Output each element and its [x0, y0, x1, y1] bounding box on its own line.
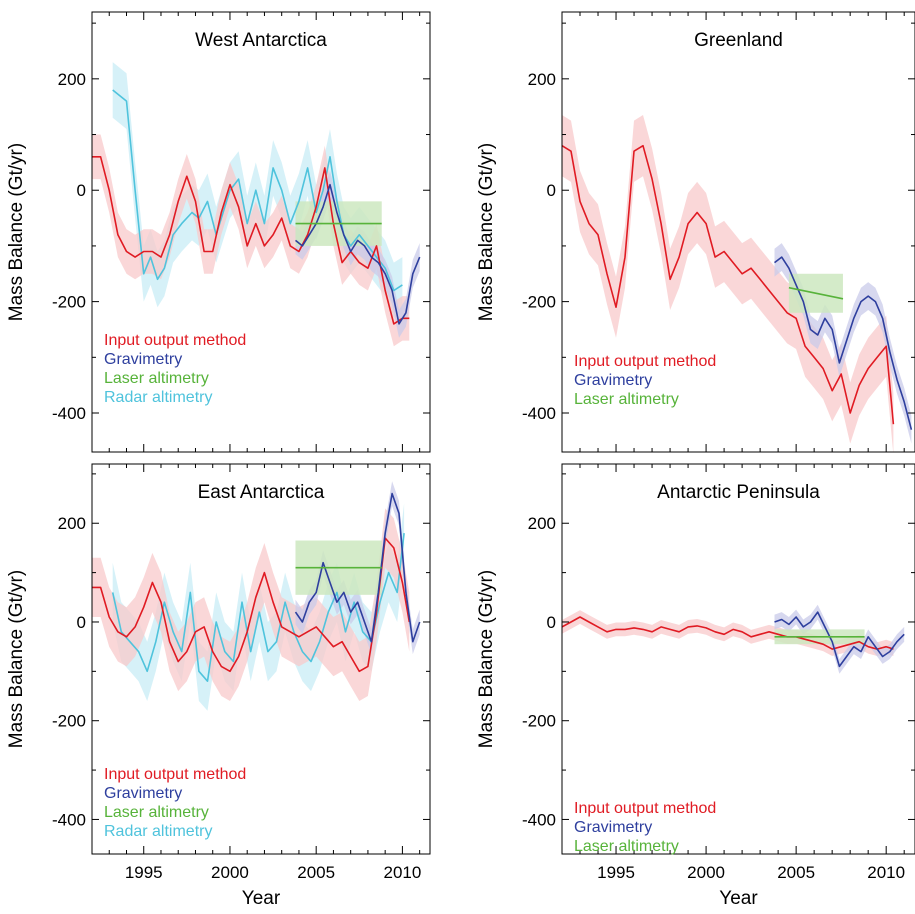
plot-area: [562, 115, 913, 452]
y-tick-label: -400: [52, 404, 86, 423]
x-tick-label: 2010: [867, 863, 905, 882]
y-axis-label: Mass Balance (Gt/yr): [6, 570, 27, 748]
gravimetry-line: [774, 611, 905, 668]
legend-radar-altimetry: Radar altimetry: [104, 389, 212, 406]
panel-greenland: 200 0 -200 -400 Mass Balance (Gt/yr) Greenlan…: [476, 11, 915, 453]
legend-gravimetry: Gravimetry: [574, 819, 652, 836]
panel-title: Greenland: [694, 30, 783, 51]
y-tick-label: 0: [77, 613, 86, 632]
legend-laser-altimetry: Laser altimetry: [104, 804, 209, 821]
legend-laser-altimetry: Laser altimetry: [104, 370, 209, 387]
y-axis-label: Mass Balance (Gt/yr): [6, 143, 27, 321]
plot-area: [92, 62, 421, 347]
y-tick-label: 200: [528, 514, 556, 533]
plot-frame: [561, 463, 915, 855]
legend-radar-altimetry: Radar altimetry: [104, 823, 212, 840]
gravimetry-uncertainty-band: [295, 170, 420, 338]
y-tick-label: 200: [58, 514, 86, 533]
x-tick-label: 2005: [777, 863, 815, 882]
panel-west-antarctica: 200 0 -200 -400 Mass Balance (Gt/yr) West Ant…: [6, 11, 431, 453]
x-tick-label: 1995: [125, 863, 163, 882]
x-tick-label: 2000: [687, 863, 725, 882]
plot-area: [92, 481, 421, 711]
legend-laser-altimetry: Laser altimetry: [574, 838, 679, 855]
y-tick-label: -200: [52, 712, 86, 731]
y-tick-label: -200: [522, 293, 556, 312]
y-tick-label: 0: [547, 181, 556, 200]
y-tick-label: -400: [52, 810, 86, 829]
panel-title: West Antarctica: [195, 30, 327, 51]
legend-laser-altimetry: Laser altimetry: [574, 391, 679, 408]
y-tick-label: -400: [522, 810, 556, 829]
y-tick-label: -200: [522, 712, 556, 731]
legend-input-output-method: Input output method: [574, 353, 716, 370]
input-output-method-line: [562, 616, 894, 650]
y-axis-label: Mass Balance (Gt/yr): [476, 143, 497, 321]
y-tick-label: 0: [77, 181, 86, 200]
y-tick-label: -400: [522, 404, 556, 423]
input-output-method-uncertainty-band: [92, 508, 410, 701]
input-output-method-line: [92, 156, 410, 325]
plot-frame: [91, 463, 431, 855]
gravimetry-uncertainty-band: [774, 604, 905, 674]
x-tick-label: 2005: [297, 863, 335, 882]
x-axis-label: Year: [719, 888, 758, 909]
legend-gravimetry: Gravimetry: [104, 351, 182, 368]
x-tick-label: 2000: [211, 863, 249, 882]
gravimetry-uncertainty-band: [774, 243, 912, 444]
plot-area: [562, 604, 905, 674]
legend-input-output-method: Input output method: [104, 332, 246, 349]
panel-title: East Antarctica: [198, 482, 325, 503]
y-tick-label: 200: [58, 70, 86, 89]
y-tick-label: 200: [528, 70, 556, 89]
gravimetry-line: [294, 492, 421, 643]
y-axis-label: Mass Balance (Gt/yr): [476, 570, 497, 748]
radar-altimetry-line: [112, 89, 403, 292]
input-output-method-line: [92, 537, 411, 673]
x-tick-label: 1995: [597, 863, 635, 882]
laser-altimetry-line: [788, 286, 844, 300]
radar-altimetry-uncertainty-band: [112, 62, 403, 319]
y-tick-label: -200: [52, 293, 86, 312]
x-axis-label: Year: [242, 888, 281, 909]
plot-frame: [561, 11, 915, 453]
gravimetry-uncertainty-band: [295, 481, 420, 655]
y-tick-label: 0: [547, 613, 556, 632]
legend-gravimetry: Gravimetry: [104, 785, 182, 802]
radar-altimetry-line: [111, 533, 405, 682]
input-output-method-uncertainty-band: [562, 115, 894, 452]
plot-frame: [91, 11, 431, 453]
x-tick-label: 2010: [383, 863, 421, 882]
gravimetry-line: [774, 256, 913, 430]
input-output-method-line: [562, 144, 895, 425]
panel-title: Antarctic Peninsula: [657, 482, 820, 503]
legend-gravimetry: Gravimetry: [574, 372, 652, 389]
legend-input-output-method: Input output method: [104, 766, 246, 783]
legend-input-output-method: Input output method: [574, 800, 716, 817]
